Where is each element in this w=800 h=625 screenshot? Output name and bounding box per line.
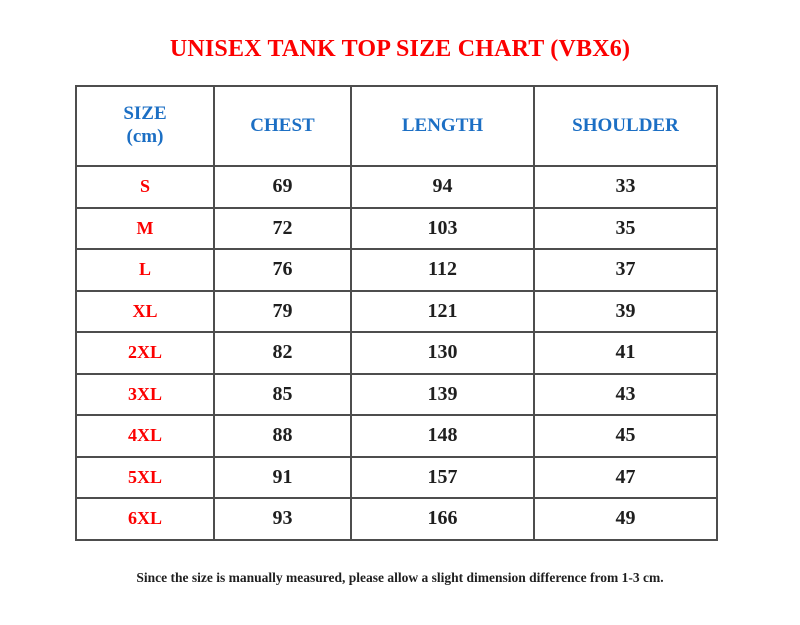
measurement-cell: 88 <box>213 414 352 458</box>
measurement-cell: 148 <box>350 414 535 458</box>
table-row-5xl: 5XL 91 157 47 <box>75 455 718 499</box>
table-row-l: L 76 112 37 <box>75 248 718 292</box>
table-row-xl: XL 79 121 39 <box>75 289 718 333</box>
measurement-cell: 37 <box>533 248 718 292</box>
measurement-cell: 93 <box>213 497 352 541</box>
size-label-cell: 6XL <box>75 497 215 541</box>
measurement-cell: 85 <box>213 372 352 416</box>
measurement-cell: 69 <box>213 165 352 209</box>
measurement-cell: 91 <box>213 455 352 499</box>
size-label-cell: L <box>75 248 215 292</box>
column-header-chest: CHEST <box>213 85 352 167</box>
table-row-4xl: 4XL 88 148 45 <box>75 414 718 458</box>
measurement-note: Since the size is manually measured, ple… <box>136 570 664 585</box>
size-label-cell: 5XL <box>75 455 215 499</box>
measurement-cell: 112 <box>350 248 535 292</box>
column-header-size: SIZE (cm) <box>75 85 215 167</box>
measurement-cell: 130 <box>350 331 535 375</box>
measurement-cell: 43 <box>533 372 718 416</box>
table-row-3xl: 3XL 85 139 43 <box>75 372 718 416</box>
measurement-cell: 82 <box>213 331 352 375</box>
table-row-m: M 72 103 35 <box>75 206 718 250</box>
header-row: SIZE (cm) CHEST LENGTH SHOULDER <box>75 85 718 167</box>
size-label-cell: 2XL <box>75 331 215 375</box>
table-row-s: S 69 94 33 <box>75 165 718 209</box>
size-chart-table: SIZE (cm) CHEST LENGTH SHOULDER S 69 94 33 M 72 1… <box>75 85 718 541</box>
measurement-cell: 166 <box>350 497 535 541</box>
measurement-cell: 139 <box>350 372 535 416</box>
column-header-length: LENGTH <box>350 85 535 167</box>
page-title: UNISEX TANK TOP SIZE CHART (VBX6) <box>169 36 631 62</box>
measurement-cell: 94 <box>350 165 535 209</box>
measurement-cell: 35 <box>533 206 718 250</box>
measurement-cell: 76 <box>213 248 352 292</box>
measurement-cell: 103 <box>350 206 535 250</box>
measurement-cell: 33 <box>533 165 718 209</box>
measurement-cell: 39 <box>533 289 718 333</box>
measurement-cell: 45 <box>533 414 718 458</box>
table-row-6xl: 6XL 93 166 49 <box>75 497 718 541</box>
measurement-cell: 72 <box>213 206 352 250</box>
measurement-cell: 121 <box>350 289 535 333</box>
size-label-cell: M <box>75 206 215 250</box>
measurement-cell: 47 <box>533 455 718 499</box>
measurement-cell: 157 <box>350 455 535 499</box>
table-row-2xl: 2XL 82 130 41 <box>75 331 718 375</box>
column-header-shoulder: SHOULDER <box>533 85 718 167</box>
size-label-cell: S <box>75 165 215 209</box>
measurement-cell: 41 <box>533 331 718 375</box>
size-label-cell: 3XL <box>75 372 215 416</box>
size-label-cell: XL <box>75 289 215 333</box>
measurement-cell: 79 <box>213 289 352 333</box>
size-label-cell: 4XL <box>75 414 215 458</box>
measurement-cell: 49 <box>533 497 718 541</box>
